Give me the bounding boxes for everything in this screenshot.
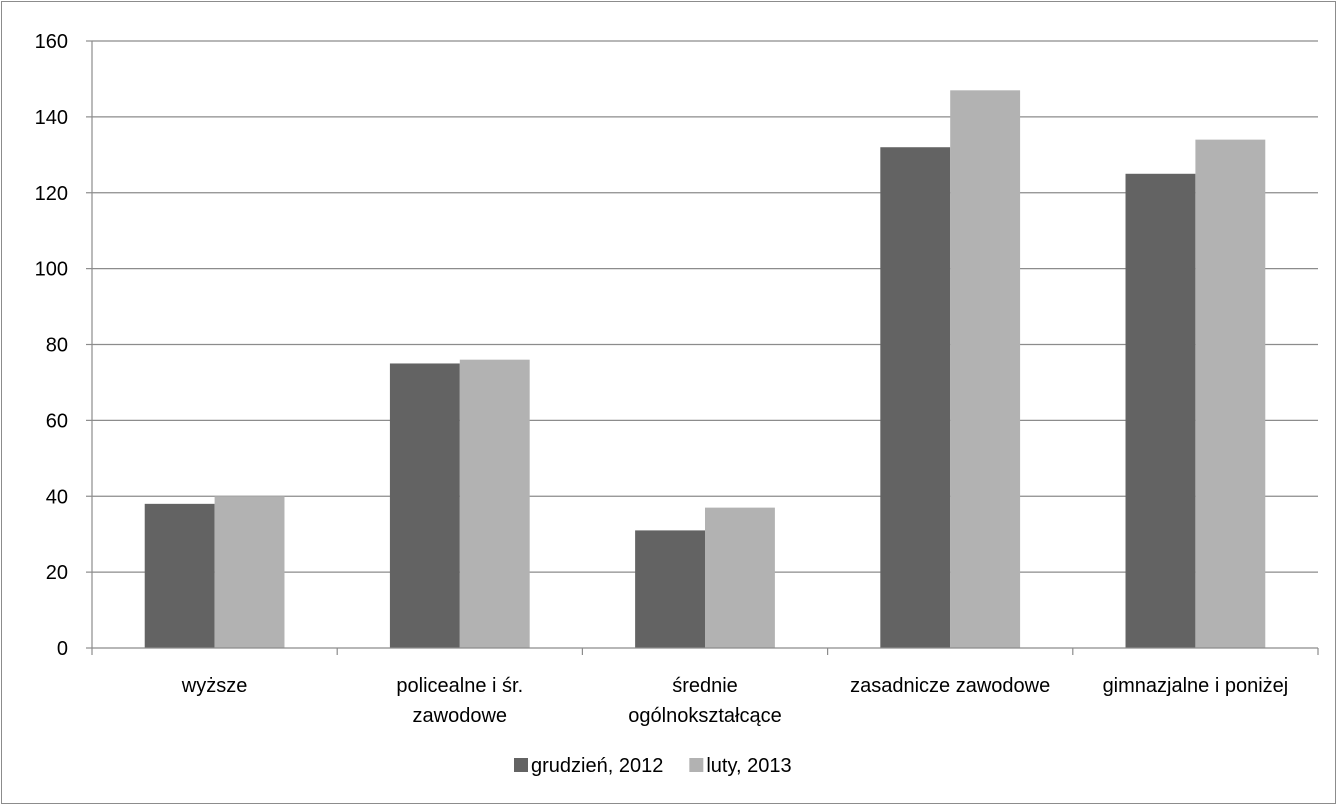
- legend-label: luty, 2013: [706, 755, 791, 777]
- y-tick-label: 120: [35, 183, 68, 205]
- y-tick-label: 40: [46, 486, 68, 508]
- legend-swatch: [689, 758, 704, 772]
- y-tick-label: 80: [46, 335, 68, 357]
- x-category-label: wyższe: [181, 675, 248, 697]
- y-axis-ticks: 0 20 40 60 80 100 120 140 160: [35, 31, 68, 660]
- x-axis-categories: wyższe policealne i śr. zawodowe średnie ogó…: [181, 675, 1288, 727]
- bar: [389, 363, 460, 648]
- bar: [144, 503, 215, 648]
- gridlines: [86, 40, 1318, 649]
- x-category-label: zasadnicze zawodowe: [850, 675, 1050, 697]
- y-tick-label: 0: [57, 638, 68, 660]
- x-category-label: średnie: [672, 675, 738, 697]
- x-category-label: gimnazjalne i poniżej: [1103, 675, 1289, 697]
- legend-swatch: [514, 758, 528, 772]
- bar: [705, 507, 775, 648]
- bar: [950, 90, 1021, 649]
- y-tick-label: 100: [35, 259, 68, 281]
- bars: [144, 90, 1266, 649]
- y-tick-label: 60: [46, 410, 68, 432]
- x-category-label: zawodowe: [413, 705, 508, 727]
- x-category-label: policealne i śr.: [396, 675, 523, 697]
- x-axis: [91, 41, 1319, 655]
- bar: [635, 530, 705, 648]
- y-tick-label: 140: [35, 107, 68, 129]
- bar: [880, 147, 951, 648]
- bar: [459, 359, 530, 648]
- bar: [1195, 139, 1266, 648]
- legend: grudzień, 2012 luty, 2013: [514, 755, 792, 777]
- legend-label: grudzień, 2012: [531, 755, 663, 777]
- bar: [214, 496, 285, 648]
- bar: [1125, 173, 1196, 648]
- x-category-label: ogólnokształcące: [628, 705, 781, 727]
- y-tick-label: 160: [35, 31, 68, 53]
- y-tick-label: 20: [46, 562, 68, 584]
